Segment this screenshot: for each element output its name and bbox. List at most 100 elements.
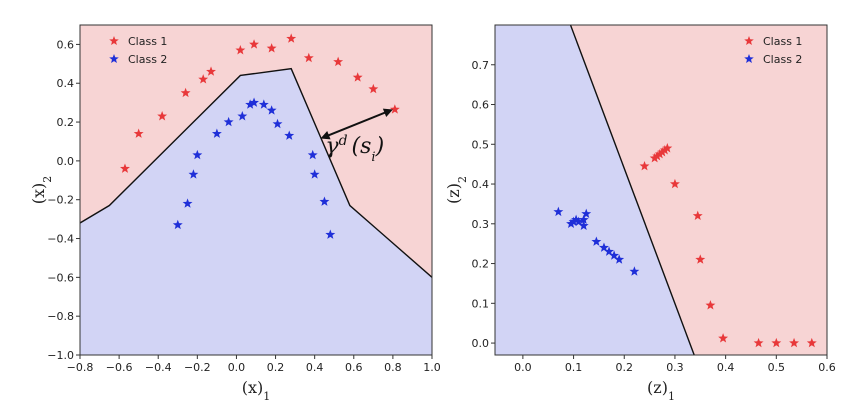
chart2-x-tick-label: 0.2 xyxy=(616,361,634,374)
chart1-decision-boundary xyxy=(80,67,432,278)
chart2-series-2-point xyxy=(573,216,584,227)
chart2-series-2-point xyxy=(571,214,582,225)
chart1-series-2-point xyxy=(188,169,199,179)
chart1-series-2-point xyxy=(284,130,295,140)
chart2-series-1-point xyxy=(662,143,673,153)
chart2-series-2-point xyxy=(599,242,609,252)
chart2-series-1-point xyxy=(652,151,663,161)
chart2-x-tick-label: 0.3 xyxy=(666,361,684,374)
chart2-x-tick-label: 0.4 xyxy=(717,361,735,374)
chart2-x-tick-label: 0.0 xyxy=(514,361,532,374)
chart1-region-class-2 xyxy=(80,68,432,355)
chart2-y-tick-label: 0.6 xyxy=(472,99,490,112)
chart1-series-1-point xyxy=(286,33,297,43)
chart1-series-2-point xyxy=(237,111,248,121)
chart1-legend-label-2: Class 2 xyxy=(128,53,167,66)
chart2-y-tick-label: 0.2 xyxy=(472,258,490,271)
chart1-series-2-point xyxy=(325,229,336,239)
chart2-x-axis-label: (z)1 xyxy=(647,378,675,403)
chart1-legend-label-1: Class 1 xyxy=(128,35,167,48)
chart2-series-1-point xyxy=(654,149,665,159)
chart2-series-2-point xyxy=(581,208,592,219)
chart1-x-tick-label: 0.6 xyxy=(345,361,363,374)
chart1-y-tick-label: 0.2 xyxy=(57,116,75,129)
chart1-x-tick-label: −0.4 xyxy=(145,361,172,374)
chart2-series-2-point xyxy=(578,220,589,230)
chart1-series-1-point xyxy=(352,72,363,82)
chart1-x-tick-label: 1.0 xyxy=(423,361,441,374)
chart2-legend-marker-1 xyxy=(744,36,754,46)
chart1-series-1-point xyxy=(157,111,168,121)
chart2-series-1-point xyxy=(669,178,680,189)
chart1-series-2-point xyxy=(172,219,183,230)
chart2-series-1-point xyxy=(789,337,799,348)
chart1-series-1-point xyxy=(206,66,216,76)
chart2-y-axis-label: (z)2 xyxy=(444,176,469,204)
chart1-x-tick-label: 0.4 xyxy=(306,361,324,374)
chart1-series-1-point xyxy=(249,39,259,49)
chart2-x-tick-label: 0.5 xyxy=(768,361,786,374)
chart1-series-2-point xyxy=(307,149,318,160)
chart1-series-1-point xyxy=(333,56,344,67)
chart2-legend-label-1: Class 1 xyxy=(763,35,802,48)
chart2-series-1-point xyxy=(649,152,660,163)
chart2-series-2-point xyxy=(604,246,614,256)
chart1-annotation-arrowhead-start xyxy=(320,131,331,140)
chart1-x-tick-label: −0.8 xyxy=(67,361,94,374)
chart1-annotation-arrow xyxy=(325,110,388,138)
chart2-series-1-point xyxy=(695,254,706,264)
chart1-legend-marker-1 xyxy=(109,36,119,46)
chart1-y-tick-label: −0.6 xyxy=(47,271,74,284)
chart1-series-2-point xyxy=(211,128,222,138)
chart2-series-1-point xyxy=(639,160,650,171)
chart1-y-tick-label: −1.0 xyxy=(47,349,74,362)
chart1-series-2-point xyxy=(319,196,330,206)
chart1-series-1-point xyxy=(303,52,314,63)
chart1-series-1-point xyxy=(389,104,400,114)
chart1-y-tick-label: 0.0 xyxy=(57,155,75,168)
chart1-series-2-point xyxy=(192,149,203,160)
chart2-series-2-point xyxy=(629,266,640,276)
chart1-y-tick-label: 0.4 xyxy=(57,77,75,90)
chart2-y-tick-label: 0.0 xyxy=(472,337,490,350)
chart2-series-2-point xyxy=(568,216,579,227)
chart1-plot-area xyxy=(80,25,432,355)
chart1-series-1-point xyxy=(368,83,379,94)
chart1-series-1-point xyxy=(180,87,191,98)
chart1-series-1-point xyxy=(235,45,246,55)
chart2-series-1-point xyxy=(753,337,764,348)
chart2-plot-frame xyxy=(494,24,828,356)
chart1-y-tick-label: −0.4 xyxy=(47,233,74,246)
chart1-series-2-point xyxy=(182,198,193,208)
chart2-decision-boundary xyxy=(569,25,695,355)
chart1-y-tick-label: 0.6 xyxy=(57,38,75,51)
chart1-series-2-point xyxy=(258,99,269,109)
chart2-series-1-point xyxy=(659,145,670,155)
chart2-x-tick-label: 0.6 xyxy=(818,361,836,374)
chart1-y-tick-label: −0.8 xyxy=(47,310,74,323)
chart2-region-class-2 xyxy=(495,25,695,355)
chart2-series-1-point xyxy=(771,337,782,348)
chart1-series-2-point xyxy=(272,118,283,129)
chart1-series-1-point xyxy=(120,163,130,173)
chart2-y-tick-label: 0.7 xyxy=(472,59,490,72)
chart1-x-tick-label: 0.0 xyxy=(228,361,246,374)
chart2-series-2-point xyxy=(614,254,625,264)
chart2-series-2-point xyxy=(553,206,564,217)
chart2-legend-marker-2 xyxy=(744,54,754,64)
chart1-series-2-point xyxy=(309,169,320,179)
chart2-series-1-point xyxy=(806,337,817,348)
chart2-series-2-point xyxy=(566,218,576,228)
chart1-x-tick-label: −0.6 xyxy=(106,361,133,374)
chart2-series-2-point xyxy=(578,214,589,225)
chart2-series-2-point xyxy=(609,250,620,260)
chart1-series-1-point xyxy=(133,128,144,138)
chart1-series-2-point xyxy=(245,99,256,109)
chart1-y-axis-label: (x)2 xyxy=(29,176,54,205)
chart1-legend-marker-2 xyxy=(109,54,119,64)
chart2-x-tick-label: 0.1 xyxy=(565,361,583,374)
chart1-plot-frame xyxy=(79,24,433,356)
chart1-x-tick-label: 0.2 xyxy=(267,361,285,374)
